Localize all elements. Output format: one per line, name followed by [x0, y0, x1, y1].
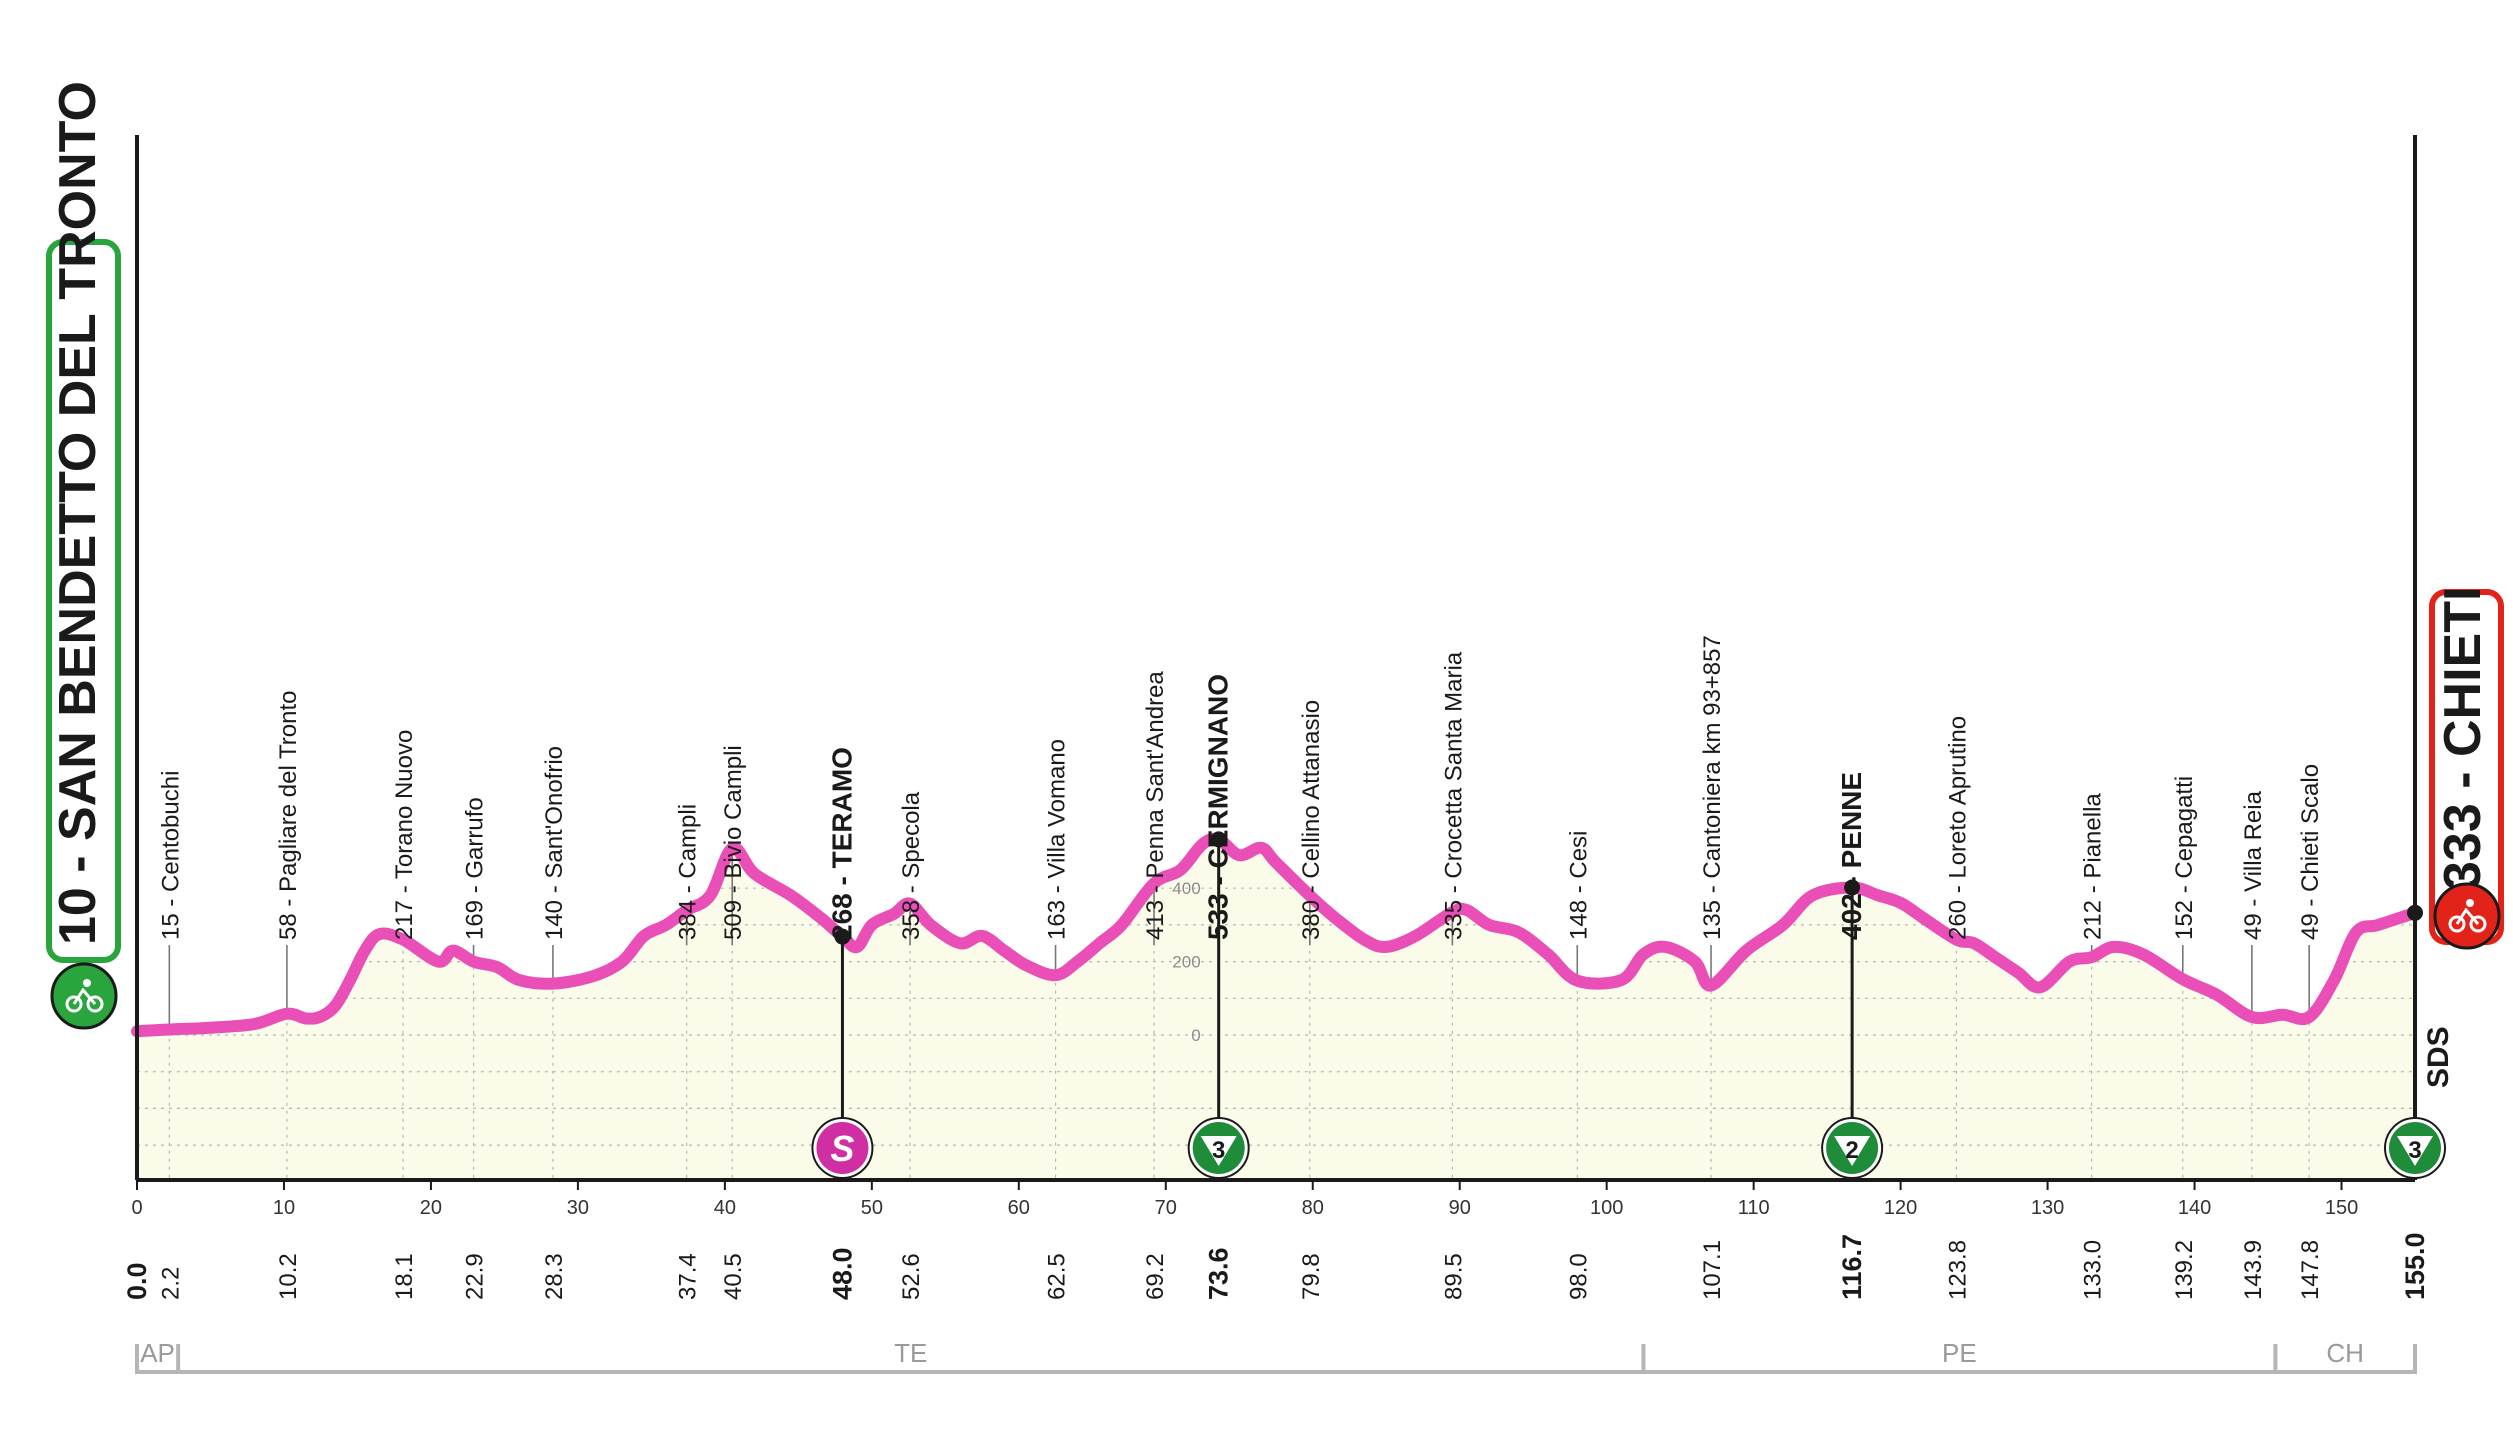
town-label: 212 - Pianella	[2080, 793, 2107, 940]
town-label: 49 - Chieti Scalo	[2297, 764, 2324, 940]
town-label: 169 - Garrufo	[462, 797, 489, 940]
town-label: 49 - Villa Reia	[2240, 790, 2267, 940]
kom-badge-text: 2	[1845, 1137, 1858, 1164]
kom-triangle-icon	[1834, 1136, 1871, 1166]
x-tick-label: 120	[1884, 1197, 1917, 1219]
town-label: 217 - Torano Nuovo	[391, 730, 418, 940]
y-tick-label: 200	[1172, 953, 1200, 972]
sds-logo: SDS	[2422, 1026, 2455, 1088]
x-tick-label: 60	[1008, 1197, 1030, 1219]
start-badge	[50, 962, 118, 1030]
km-label: 69.2	[1142, 1253, 1169, 1300]
bike-frame	[2455, 907, 2480, 925]
rider-head	[83, 979, 91, 987]
x-tick-label: 130	[2031, 1197, 2064, 1219]
x-tick-label: 80	[1302, 1197, 1324, 1219]
x-tick-label: 150	[2325, 1197, 2358, 1219]
wheel-rear	[2448, 915, 2466, 933]
km-label: 147.8	[2297, 1240, 2324, 1300]
town-label: 148 - Cesi	[1565, 831, 1592, 940]
province-label: CH	[2326, 1338, 2364, 1368]
sprint-badge	[816, 1122, 869, 1174]
town-label: 58 - Pagliare del Tronto	[275, 691, 302, 940]
x-tick-label: 110	[1738, 1197, 1770, 1219]
km-label: 52.6	[898, 1253, 925, 1300]
x-tick-label: 40	[714, 1197, 736, 1219]
km-label: 40.5	[720, 1253, 747, 1300]
km-label: 2.2	[157, 1267, 184, 1300]
town-label: 15 - Centobuchi	[157, 771, 184, 940]
town-label: 413 - Penna Sant'Andrea	[1142, 671, 1169, 940]
km-label: 28.3	[541, 1253, 568, 1300]
marker-dot	[1210, 831, 1227, 848]
kom-triangle-icon	[2397, 1136, 2433, 1166]
km-label: 0.0	[122, 1262, 152, 1300]
province-label: AP	[140, 1338, 175, 1368]
km-label: 18.1	[391, 1253, 418, 1300]
town-label: 140 - Sant'Onofrio	[541, 746, 568, 940]
rider-head	[2466, 899, 2474, 907]
x-tick-label: 70	[1155, 1197, 1177, 1219]
km-label: 48.0	[827, 1247, 857, 1300]
km-label: 155.0	[2400, 1232, 2430, 1300]
wheel-rear	[65, 995, 83, 1013]
x-tick-label: 140	[2178, 1197, 2211, 1219]
marker-dot	[834, 928, 851, 945]
x-tick-label: 10	[273, 1197, 295, 1219]
km-label: 107.1	[1699, 1240, 1726, 1300]
province-label: TE	[894, 1338, 927, 1368]
km-label: 123.8	[1944, 1240, 1971, 1300]
bike-frame	[72, 987, 97, 1005]
town-label: 163 - Villa Vomano	[1044, 739, 1071, 940]
start-town-label: 10 - SAN BENDETTO DEL TRONTO	[49, 81, 107, 945]
town-label: 384 - Campli	[675, 804, 702, 940]
kom-triangle-icon	[1200, 1136, 1237, 1166]
km-label: 98.0	[1565, 1253, 1592, 1300]
marker-dot	[2407, 904, 2423, 921]
sprint-badge-text: S	[830, 1128, 854, 1169]
province-label: PE	[1942, 1338, 1977, 1368]
x-tick-label: 50	[861, 1197, 883, 1219]
km-label: 62.5	[1044, 1253, 1071, 1300]
wheel-front	[2469, 915, 2487, 933]
town-label-major: 268 - TERAMO	[826, 747, 857, 940]
town-label: 509 - Bivio Campli	[720, 745, 747, 940]
town-label: 335 - Crocetta Santa Maria	[1440, 651, 1467, 940]
town-label: 380 - Cellino Attanasio	[1298, 700, 1325, 940]
y-tick-label: 400	[1172, 879, 1200, 898]
x-tick-label: 0	[131, 1197, 142, 1219]
x-tick-label: 100	[1590, 1197, 1623, 1219]
town-label: 135 - Cantoniera km 93+857	[1699, 635, 1726, 940]
start-town-box	[46, 239, 121, 963]
km-label: 143.9	[2240, 1240, 2267, 1300]
town-label: 152 - Cepagatti	[2171, 776, 2198, 940]
finish-badge	[2433, 882, 2501, 950]
y-tick-label: 0	[1191, 1026, 1200, 1045]
km-label: 79.8	[1298, 1253, 1325, 1300]
km-label: 37.4	[675, 1253, 702, 1300]
x-tick-label: 30	[567, 1197, 589, 1219]
km-label: 10.2	[275, 1253, 302, 1300]
start-cyclist-icon	[65, 979, 104, 1013]
km-label: 89.5	[1440, 1253, 1467, 1300]
profile-area-fill	[137, 838, 2415, 1180]
town-label: 260 - Loreto Aprutino	[1944, 716, 1971, 940]
finish-town-label: 333 - CHIETI	[2434, 587, 2492, 890]
km-label: 73.6	[1204, 1247, 1234, 1300]
km-label: 139.2	[2171, 1240, 2198, 1300]
x-tick-label: 20	[420, 1197, 442, 1219]
finish-cyclist-icon	[2448, 899, 2487, 933]
kom-badge-text: 3	[1212, 1137, 1225, 1164]
km-label: 116.7	[1837, 1234, 1867, 1300]
km-label: 22.9	[462, 1253, 489, 1300]
town-label: 358 - Specola	[898, 791, 925, 940]
wheel-front	[86, 995, 104, 1013]
marker-dot	[1844, 879, 1861, 896]
x-tick-label: 90	[1449, 1197, 1471, 1219]
km-label: 133.0	[2080, 1240, 2107, 1300]
kom-badge-text: 3	[2408, 1137, 2421, 1164]
